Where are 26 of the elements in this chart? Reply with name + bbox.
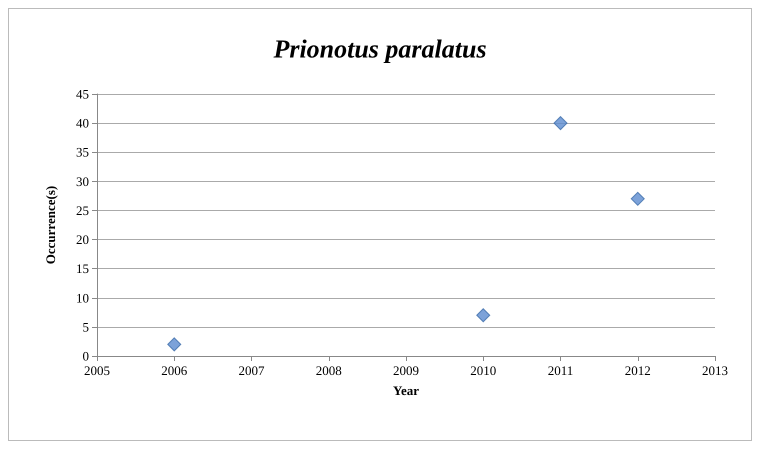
x-tick-label: 2012 [624, 363, 651, 378]
y-tick-label: 20 [76, 232, 89, 248]
y-tick-label: 35 [76, 144, 89, 160]
y-tick-label: 5 [82, 319, 89, 334]
y-tick-label: 25 [76, 202, 89, 218]
point [167, 337, 182, 352]
x-tick-label: 2008 [316, 363, 342, 378]
x-tick-label: 2010 [470, 363, 496, 378]
x-tick-label: 2006 [161, 363, 188, 378]
x-axis-title: Year [393, 383, 420, 398]
y-tick-label: 15 [76, 261, 89, 276]
x-tick-label: 2005 [84, 363, 110, 378]
y-axis-title: Occurrence(s) [43, 186, 58, 264]
x-tick-label: 2013 [702, 363, 728, 378]
y-tick-label: 0 [82, 348, 89, 364]
y-tick-label: 30 [76, 174, 89, 189]
y-tick-label: 10 [76, 290, 89, 306]
point [630, 192, 645, 206]
y-tick-label: 45 [76, 86, 89, 102]
x-tick-label: 2009 [393, 363, 419, 378]
x-tick-label: 2007 [238, 363, 265, 378]
point [476, 308, 490, 322]
chart-title: Prionotus paralatus [272, 34, 487, 64]
point [554, 116, 568, 130]
x-tick-label: 2011 [548, 363, 574, 378]
y-tick-label: 40 [76, 116, 89, 131]
